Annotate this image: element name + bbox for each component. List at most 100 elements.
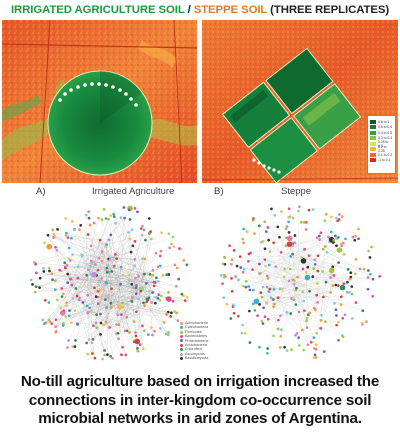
network-node [87,216,91,220]
network-node [33,290,37,294]
network-node [312,267,316,270]
network-node [276,296,280,300]
scale-legend-swatch [370,136,376,141]
network-legend-item: Cyanobacteria [180,325,244,329]
network-node [87,338,91,341]
network-node [34,285,38,288]
network-node [267,290,271,293]
title-separator: / [184,4,194,16]
network-legend-swatch [180,339,183,343]
network-node [176,319,180,322]
network-node [76,265,80,268]
network-node [280,287,284,291]
network-node [47,318,51,322]
network-node [88,306,91,310]
network-node [353,238,357,242]
network-node [66,346,69,349]
network-node [90,341,94,345]
scale-legend-swatch [370,119,376,124]
network-node [346,268,350,271]
network-node [268,250,272,254]
network-legend-swatch [180,356,183,360]
network-node [71,219,74,223]
network-node [357,237,360,241]
network-node [295,331,299,335]
network-node [62,322,65,325]
scale-legend-row: -1 to 0.1 [370,158,393,164]
network-node [123,329,127,333]
network-node [134,276,137,280]
network-node [153,329,156,333]
network-node [335,244,338,248]
network-node [158,254,162,258]
network-node [273,302,276,306]
network-node [86,310,90,314]
network-node [272,288,276,291]
network-legend-item: Actinobacteria [180,321,244,325]
network-node [124,353,128,357]
network-node [266,277,270,280]
network-node [147,290,151,293]
network-node [48,269,51,273]
network-node [257,224,261,228]
network-node [300,256,304,260]
network-legend-swatch [180,326,183,330]
network-node [154,295,157,299]
network-node [297,336,300,340]
network-node [72,228,76,232]
network-node [129,250,133,254]
network-node [335,323,338,327]
network-node [99,312,102,316]
network-node [87,210,90,214]
network-node [150,326,153,329]
network-node [84,213,88,217]
network-node [301,328,304,332]
network-node [296,275,299,279]
network-node [238,255,242,258]
network-node [315,282,319,285]
network-node [130,228,134,232]
network-node [312,336,316,339]
network-node [96,268,100,272]
network-node [121,273,125,277]
network-node [148,217,151,220]
network-node [73,345,77,349]
network-node [265,285,269,289]
network-node [47,266,51,270]
ndvi-scale-legend: 0.6 to 1 0.5 to 0.6 0.4 to 0.5 0.3 to 0.4 0.… [367,115,396,174]
network-node [282,275,286,279]
network-node [100,294,104,298]
network-node [266,226,270,229]
network-node [333,302,336,305]
network-node [85,341,88,345]
network-node [159,327,162,330]
network-node [267,263,271,267]
network-node [335,216,338,220]
network-node [307,208,311,212]
network-node [144,238,147,242]
network-node [54,330,58,334]
network-node [329,276,332,279]
irrigated-map-image [2,20,197,183]
network-node [34,271,38,275]
network-node [320,313,323,317]
network-node [242,241,245,245]
network-node [263,247,267,251]
network-node [369,272,372,276]
network-node [51,228,55,232]
network-node [228,244,231,248]
network-node [111,356,115,360]
network-node [64,217,67,220]
network-node [319,319,323,322]
network-node [265,274,269,278]
network-node [96,290,100,293]
network-node [115,323,118,326]
network-node [139,289,143,293]
network-node [252,288,255,292]
network-node [304,271,308,274]
network-legend-swatch [180,334,183,338]
network-node [61,324,65,327]
steppe-map-image [202,20,398,183]
network-node [291,216,295,220]
network-node [66,236,70,239]
